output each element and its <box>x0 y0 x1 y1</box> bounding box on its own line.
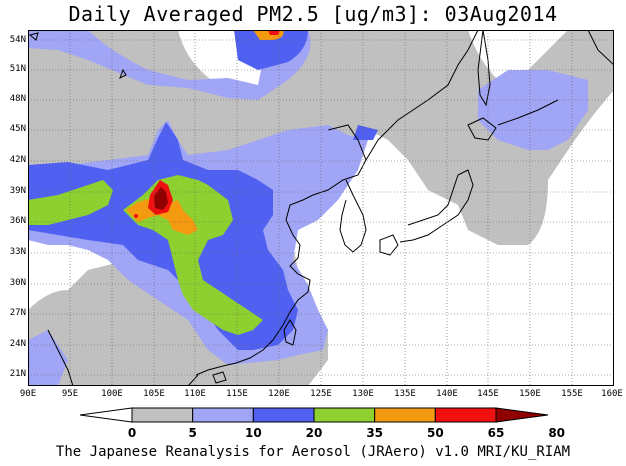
lon-label: 140E <box>436 389 458 399</box>
colorbar-segment <box>374 407 436 423</box>
colorbar-tick-label: 5 <box>188 426 196 440</box>
lat-label: 51N <box>9 64 26 74</box>
lon-label: 160E <box>601 389 623 399</box>
colorbar-tick-label: 10 <box>245 426 262 440</box>
pm25-map <box>28 30 614 386</box>
lon-label: 135E <box>394 389 416 399</box>
colorbar-segment <box>434 407 497 423</box>
lat-label: 24N <box>9 339 26 349</box>
colorbar-segment <box>252 407 315 423</box>
lat-label: 27N <box>9 308 26 318</box>
colorbar-tick-label: 80 <box>548 426 565 440</box>
lat-label: 21N <box>9 369 26 379</box>
lon-label: 95E <box>61 389 79 399</box>
lon-label: 120E <box>268 389 290 399</box>
lat-label: 33N <box>9 247 26 257</box>
colorbar: 0 5 10 20 35 50 65 80 <box>79 407 565 440</box>
coastlines <box>28 30 614 386</box>
lat-label: 30N <box>9 278 26 288</box>
lon-label: 150E <box>519 389 541 399</box>
lat-label: 54N <box>9 35 26 45</box>
colorbar-tick-label: 65 <box>488 426 505 440</box>
lon-label: 105E <box>143 389 165 399</box>
colorbar-segment <box>131 407 194 423</box>
colorbar-segment <box>495 407 549 423</box>
colorbar-tick-label: 0 <box>128 426 136 440</box>
lon-label: 115E <box>226 389 248 399</box>
lon-label: 145E <box>477 389 499 399</box>
map-title: Daily Averaged PM2.5 [ug/m3]: 03Aug2014 <box>68 2 558 26</box>
credit-line: The Japanese Reanalysis for Aerosol (JRA… <box>55 444 571 460</box>
contour-80-plus <box>154 187 168 210</box>
lat-label: 45N <box>9 124 26 134</box>
lat-label: 48N <box>9 94 26 104</box>
lon-label: 90E <box>19 389 37 399</box>
colorbar-tick-label: 20 <box>306 426 323 440</box>
colorbar-tick-label: 50 <box>427 426 444 440</box>
lon-label: 125E <box>310 389 332 399</box>
lon-label: 130E <box>352 389 374 399</box>
colorbar-segment <box>313 407 376 423</box>
lat-label: 42N <box>9 155 26 165</box>
graticule <box>28 30 614 386</box>
lat-label: 36N <box>9 216 26 226</box>
colorbar-segment <box>79 407 133 423</box>
lat-label: 39N <box>9 186 26 196</box>
lon-label: 155E <box>561 389 583 399</box>
lon-label: 100E <box>101 389 123 399</box>
lon-label: 110E <box>184 389 206 399</box>
colorbar-tick-label: 35 <box>366 426 383 440</box>
colorbar-segment <box>192 407 254 423</box>
